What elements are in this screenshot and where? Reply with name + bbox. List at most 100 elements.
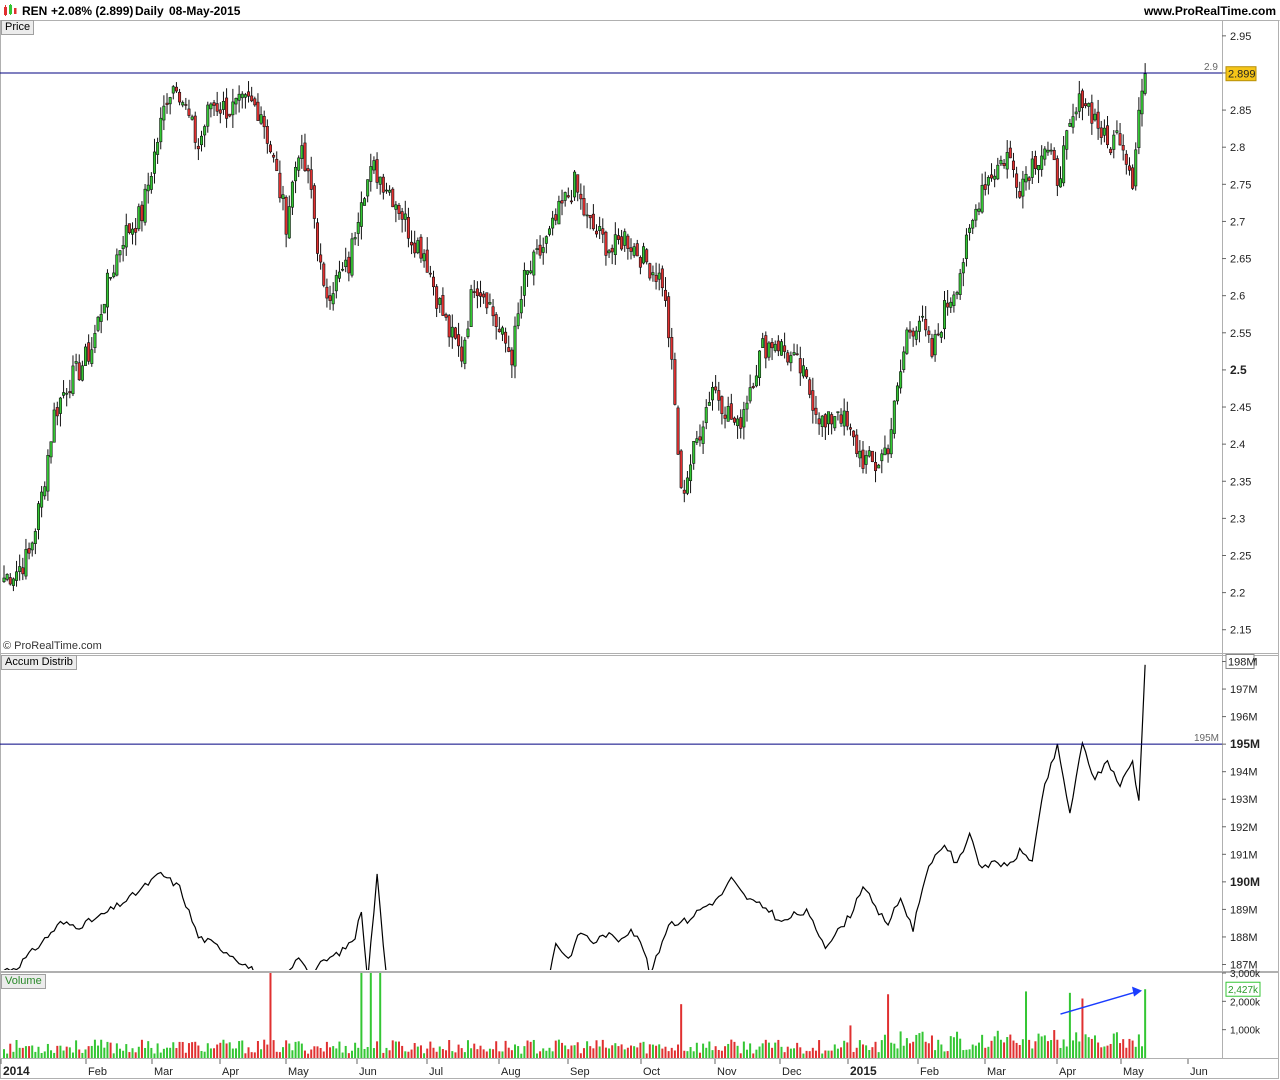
candle-body	[441, 295, 445, 316]
volume-bar	[435, 1051, 438, 1058]
candle-body	[714, 386, 718, 391]
site-link[interactable]: www.ProRealTime.com	[1143, 4, 1276, 18]
volume-bar	[912, 1041, 915, 1058]
accum-panel-label[interactable]: Accum Distrib	[1, 655, 77, 670]
volume-bar	[771, 1047, 774, 1058]
candle-body	[460, 346, 464, 362]
volume-bar	[71, 1052, 74, 1058]
volume-bar	[727, 1043, 730, 1058]
candle-body	[742, 409, 746, 428]
volume-bar	[256, 1041, 259, 1058]
volume-bar	[749, 1043, 752, 1058]
candle-body	[309, 169, 313, 190]
candle-body	[1027, 177, 1031, 181]
candle-body	[237, 93, 241, 101]
candle-body	[754, 375, 758, 387]
volume-bar	[385, 1047, 388, 1058]
volume-bar	[767, 1042, 770, 1058]
volume-bar	[745, 1049, 748, 1058]
candle-body	[15, 571, 19, 581]
accum-tick-label: 190M	[1230, 875, 1260, 889]
price-tick-label: 2.7	[1230, 216, 1245, 228]
volume-bar	[238, 1041, 241, 1058]
volume-bar	[830, 1050, 833, 1058]
volume-bar	[514, 1044, 517, 1058]
timeframe[interactable]: Daily	[135, 4, 164, 18]
candle-body	[1096, 111, 1100, 129]
volume-bar	[852, 1051, 855, 1058]
volume-bar	[194, 1041, 197, 1058]
candle-body	[225, 97, 229, 119]
candle-body	[767, 342, 771, 358]
candle-body	[1018, 191, 1022, 198]
candle-body	[707, 402, 711, 406]
candle-body	[253, 98, 257, 106]
candle-body	[510, 349, 514, 366]
candle-body	[118, 250, 122, 256]
candle-body	[974, 208, 978, 221]
candle-body	[62, 392, 66, 396]
candle-body	[999, 159, 1003, 165]
volume-bar	[288, 1043, 291, 1058]
candle-body	[381, 176, 385, 193]
candle-body	[463, 339, 467, 364]
last-volume-box	[1225, 981, 1261, 997]
volume-bar	[1062, 1039, 1065, 1058]
volume-bar	[601, 1039, 604, 1058]
candle-body	[861, 449, 865, 469]
volume-panel-label[interactable]: Volume	[1, 974, 46, 989]
volume-bar	[940, 1044, 943, 1058]
volume-bar	[1078, 1041, 1081, 1058]
volume-bar	[532, 1039, 535, 1058]
candle-body	[899, 371, 903, 389]
price-tick-label: 2.25	[1230, 550, 1251, 562]
candle-body	[704, 407, 708, 424]
x-tick-label: May	[1123, 1066, 1144, 1078]
volume-bar	[388, 1050, 391, 1058]
candle-body	[8, 577, 12, 585]
candle-body	[268, 144, 272, 153]
candle-body	[49, 441, 53, 458]
candle-body	[494, 314, 498, 327]
candle-body	[507, 347, 511, 352]
candle-body	[855, 434, 859, 454]
candle-body	[648, 263, 652, 279]
candle-body	[447, 315, 451, 338]
volume-bar	[890, 1042, 893, 1058]
volume-bar	[752, 1053, 755, 1058]
volume-bar	[109, 1042, 112, 1058]
candle-body	[1049, 149, 1053, 152]
volume-bar	[586, 1041, 589, 1058]
volume-bar	[736, 1045, 739, 1058]
volume-bar	[1106, 1045, 1109, 1058]
x-tick-label: Jun	[1190, 1066, 1208, 1078]
volume-bar	[1025, 991, 1028, 1058]
volume-bar	[228, 1042, 231, 1058]
volume-bar	[877, 1052, 880, 1058]
candle-body	[544, 236, 548, 244]
candle-body	[654, 274, 658, 282]
volume-bar	[140, 1039, 143, 1058]
volume-bars	[3, 973, 1147, 1058]
candle-body	[174, 86, 178, 92]
accum-tick-label: 193M	[1230, 794, 1258, 806]
volume-bar	[818, 1040, 821, 1058]
volume-bar	[297, 1041, 300, 1058]
candle-body	[140, 204, 144, 222]
volume-bar	[426, 1048, 429, 1058]
candle-body	[109, 276, 113, 279]
x-tick-label: May	[288, 1066, 309, 1078]
price-panel-label[interactable]: Price	[1, 20, 35, 35]
candle-body	[181, 102, 185, 106]
volume-bar	[103, 1047, 106, 1058]
volume-bar	[1072, 1040, 1075, 1058]
volume-bar	[1109, 1043, 1112, 1058]
volume-bar	[1075, 1032, 1078, 1058]
volume-bar	[777, 1039, 780, 1058]
volume-bar	[874, 1041, 877, 1058]
volume-bar	[100, 1039, 103, 1058]
volume-bar	[846, 1042, 849, 1058]
candle-body	[187, 108, 191, 116]
candle-body	[908, 329, 912, 333]
candle-body	[200, 135, 204, 146]
